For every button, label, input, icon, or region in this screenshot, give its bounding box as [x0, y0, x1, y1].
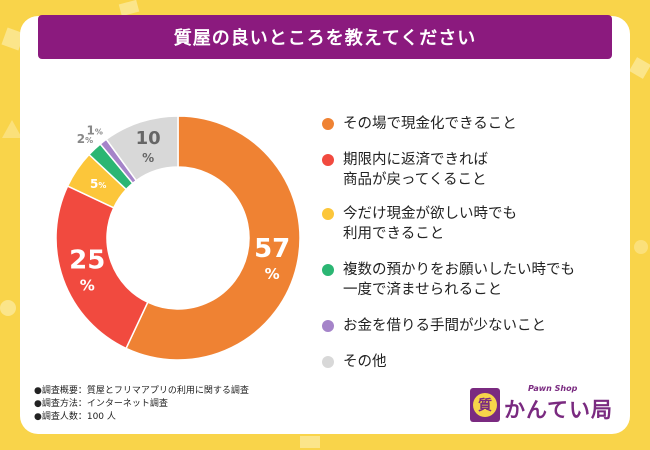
- logo-subtitle: Pawn Shop: [528, 384, 578, 393]
- legend-label-3: 複数の預かりをお願いしたい時でも 一度で済ませられること: [343, 262, 575, 298]
- data-label-4: 1%: [86, 124, 102, 138]
- bg-shape: [300, 436, 320, 448]
- survey-note-overview: ●調査概要：質屋とフリマアプリの利用に関する調査: [34, 386, 249, 396]
- logo-name: かんてい局: [504, 398, 613, 422]
- legend-swatch-5: [322, 356, 334, 368]
- legend-swatch-0: [322, 118, 334, 130]
- legend-item-1: 期限内に返済できれば 商品が戻ってくること: [322, 150, 488, 190]
- svg-text:57: 57: [254, 234, 290, 264]
- svg-text:1%: 1%: [86, 124, 102, 138]
- survey-notes: ●調査概要：質屋とフリマアプリの利用に関する調査 ●調査方法：インターネット調査…: [34, 385, 249, 424]
- pie-slice-5: [105, 115, 179, 182]
- bg-shape: [0, 300, 16, 316]
- bg-shape: [2, 120, 22, 138]
- legend-item-2: 今だけ現金が欲しい時でも 利用できること: [322, 204, 517, 244]
- svg-text:2%: 2%: [77, 132, 93, 146]
- legend-label-1: 期限内に返済できれば 商品が戻ってくること: [343, 152, 488, 188]
- legend-swatch-2: [322, 208, 334, 220]
- survey-note-method: ●調査方法：インターネット調査: [34, 399, 168, 409]
- legend-label-4: お金を借りる手間が少ないこと: [343, 318, 546, 334]
- legend-item-4: お金を借りる手間が少ないこと: [322, 316, 546, 336]
- svg-text:5%: 5%: [90, 177, 106, 191]
- legend-swatch-1: [322, 154, 334, 166]
- data-label-0: 57%: [254, 234, 290, 283]
- legend-item-5: その他: [322, 352, 387, 372]
- svg-text:25: 25: [69, 246, 105, 276]
- legend-label-5: その他: [343, 354, 387, 370]
- legend-swatch-3: [322, 264, 334, 276]
- bg-shape: [634, 240, 648, 254]
- svg-text:%: %: [142, 151, 154, 165]
- data-label-3: 2%: [77, 132, 93, 146]
- svg-text:10: 10: [136, 128, 161, 149]
- data-label-1: 25%: [69, 246, 105, 295]
- legend-swatch-4: [322, 320, 334, 332]
- legend-item-0: その場で現金化できること: [322, 114, 517, 134]
- legend-label-0: その場で現金化できること: [343, 116, 517, 132]
- page-title: 質屋の良いところを教えてください: [38, 15, 612, 59]
- legend-item-3: 複数の預かりをお願いしたい時でも 一度で済ませられること: [322, 260, 575, 300]
- pie-slice-0: [125, 115, 301, 361]
- data-label-2: 5%: [90, 177, 106, 191]
- logo-emblem-text: 質: [473, 393, 497, 417]
- brand-logo: 質 Pawn Shop かんてい局: [470, 384, 620, 426]
- svg-text:%: %: [265, 265, 280, 283]
- logo-emblem: 質: [470, 388, 500, 422]
- legend-label-2: 今だけ現金が欲しい時でも 利用できること: [343, 206, 517, 242]
- survey-note-count: ●調査人数：100 人: [34, 412, 116, 422]
- data-label-5: 10%: [136, 128, 161, 165]
- pie-slice-1: [55, 185, 149, 350]
- svg-text:%: %: [80, 277, 95, 295]
